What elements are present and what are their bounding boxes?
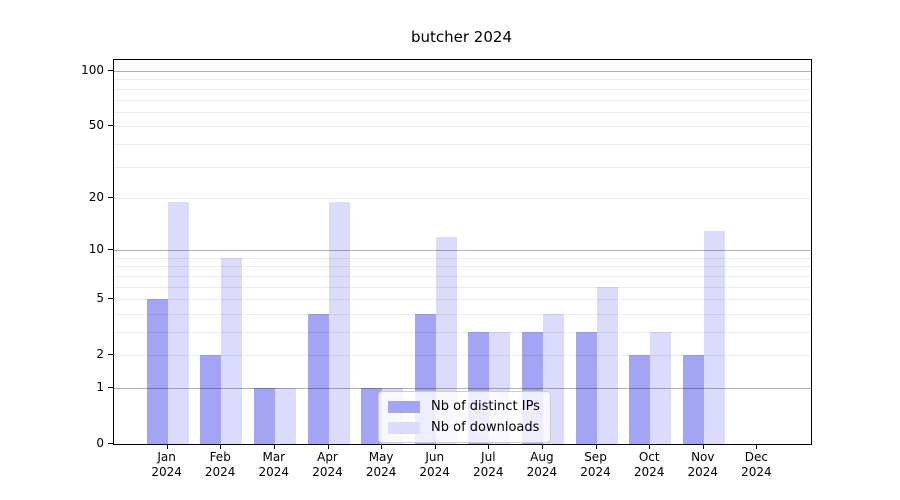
bar-downloads-apr [328,201,350,444]
x-tick-apr [327,444,329,449]
x-tick-label-sep: Sep 2024 [580,450,611,479]
x-tick-label-jun: Jun 2024 [419,450,450,479]
legend-label-downloads: Nb of downloads [431,420,540,435]
y-tick-label-5: 5 [96,291,104,306]
y-tick-label-50: 50 [88,118,104,133]
bar-distinct-ips-mar [253,388,275,444]
gridline-major-100 [114,71,811,72]
legend-swatch-distinct-ips [388,400,420,413]
x-tick-label-dec: Dec 2024 [741,450,772,479]
plot-area [113,59,812,445]
gridline-minor-20 [114,197,811,199]
y-tick-50 [108,125,113,127]
gridline-minor-50 [114,126,811,128]
x-tick-label-apr: Apr 2024 [312,450,343,479]
x-tick-label-may: May 2024 [365,450,397,479]
bar-downloads-mar [274,388,296,444]
gridline-minor-90 [114,79,811,81]
legend-label-distinct-ips: Nb of distinct IPs [431,399,540,414]
bar-downloads-sep [596,286,618,444]
x-tick-jan [166,444,168,449]
bar-distinct-ips-oct [629,355,651,444]
y-tick-10 [108,249,113,251]
legend-item-downloads: Nb of downloads [388,420,540,435]
x-tick-label-aug: Aug 2024 [526,450,558,479]
bar-distinct-ips-jan [146,299,168,444]
x-tick-oct [649,444,651,449]
x-tick-label-oct: Oct 2024 [633,450,665,479]
bar-distinct-ips-nov [682,355,704,444]
y-tick-label-2: 2 [96,347,104,362]
gridline-minor-60 [114,111,811,113]
chart-title: butcher 2024 [410,28,512,46]
bar-downloads-feb [221,257,243,444]
x-tick-sep [595,444,597,449]
legend-item-distinct-ips: Nb of distinct IPs [388,399,540,414]
x-tick-dec [756,444,758,449]
bar-distinct-ips-may [361,388,383,444]
y-tick-label-100: 100 [81,63,104,77]
y-tick-100 [108,70,113,71]
legend-swatch-downloads [388,421,420,434]
y-tick-label-1: 1 [96,380,104,394]
bar-distinct-ips-apr [307,313,329,444]
gridline-minor-30 [114,166,811,168]
y-tick-20 [108,196,113,198]
x-tick-feb [220,444,222,449]
x-tick-label-jan: Jan 2024 [151,450,182,479]
legend-box: Nb of distinct IPs Nb of downloads [378,391,551,443]
x-tick-jun [434,444,436,449]
x-tick-label-feb: Feb 2024 [204,450,236,479]
bar-downloads-jan [167,201,189,444]
x-tick-jul [488,444,490,449]
x-tick-may [381,444,383,449]
y-tick-5 [108,298,113,300]
bar-distinct-ips-sep [575,332,597,444]
y-tick-label-20: 20 [88,189,104,204]
y-tick-2 [108,354,113,356]
x-tick-mar [273,444,275,449]
y-tick-0 [108,443,113,444]
y-tick-1 [108,387,113,388]
bar-downloads-oct [650,332,672,444]
x-tick-nov [702,444,704,449]
x-tick-aug [541,444,543,449]
x-tick-label-nov: Nov 2024 [687,450,719,479]
gridline-minor-70 [114,99,811,101]
y-tick-label-0: 0 [96,436,104,450]
x-tick-label-mar: Mar 2024 [258,450,290,479]
bar-distinct-ips-feb [200,355,222,444]
gridline-minor-80 [114,88,811,90]
bar-downloads-nov [703,230,725,444]
x-tick-label-jul: Jul 2024 [473,450,504,479]
gridline-minor-40 [114,143,811,145]
y-tick-label-10: 10 [88,242,104,257]
